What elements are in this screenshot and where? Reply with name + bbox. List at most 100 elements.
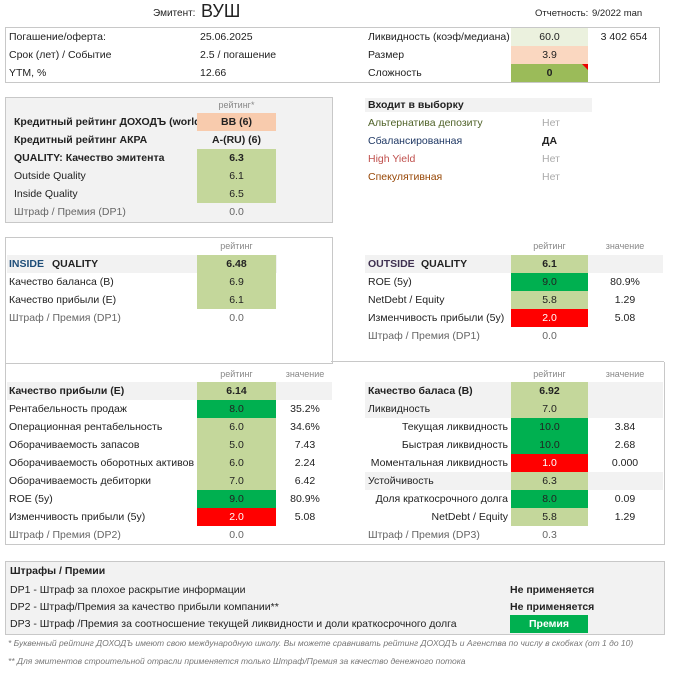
market-row: Размер 3.9 (368, 46, 658, 64)
rating-row: Inside Quality 6.5 (14, 185, 314, 203)
rating-label: Кредитный рейтинг ДОХОДЪ (world): (14, 116, 208, 128)
earnings-col-value: значение (285, 369, 325, 379)
market-row: Сложность 0 (368, 64, 658, 82)
penalty-label: DP1 - Штраф за плохое раскрытие информац… (10, 584, 246, 596)
earnings-extra: 34.6% (290, 421, 320, 433)
balance-row: Доля краткосрочного долга 8.0 0.09 (365, 490, 663, 508)
selection-value: ДА (542, 135, 558, 147)
inside-label: Качество прибыли (E) (9, 294, 117, 306)
balance-label: Быстрая ликвидность (401, 439, 508, 451)
earnings-extra: 6.42 (294, 475, 316, 487)
outside-label: Штраф / Премия (DP1) (368, 330, 480, 342)
balance-extra: 3.84 (614, 421, 636, 433)
outside-value: 9.0 (511, 273, 588, 291)
inside-title-a: INSIDE (9, 258, 45, 270)
earnings-score: 6.14 (197, 382, 276, 400)
earnings-value: 2.0 (197, 508, 276, 526)
rating-row: Штраф / Премия (DP1) 0.0 (14, 203, 314, 221)
earnings-label: Операционная рентабельность (9, 421, 163, 433)
selection-row: High Yield Нет (368, 150, 598, 168)
bond-value: 12.66 (200, 67, 227, 79)
balance-row: Текущая ликвидность 10.0 3.84 (365, 418, 663, 436)
balance-extra: 1.29 (614, 511, 636, 523)
balance-value: 8.0 (511, 490, 588, 508)
balance-label: Ликвидность (368, 403, 431, 415)
inside-score: 6.48 (197, 255, 276, 273)
earnings-extra: 35.2% (290, 403, 320, 415)
rating-label: QUALITY: Качество эмитента (14, 152, 165, 164)
balance-extra: 0.000 (611, 457, 639, 469)
report-value: 9/2022 man (592, 8, 643, 19)
outside-row: Штраф / Премия (DP1) 0.0 (368, 327, 663, 345)
inside-value: 0.0 (229, 312, 244, 324)
selection-value: Нет (542, 117, 560, 129)
earnings-label: Изменчивость прибыли (5y) (9, 511, 146, 523)
outside-col-value: значение (605, 241, 645, 251)
balance-value: 1.0 (511, 454, 588, 472)
market-extra: 3 402 654 (600, 31, 648, 43)
issuer-name: ВУШ (201, 1, 241, 21)
outside-title-row: OUTSIDE QUALITY 6.1 (365, 255, 663, 273)
penalty-row: DP1 - Штраф за плохое раскрытие информац… (10, 581, 660, 599)
market-row: Ликвидность (коэф/медиана) 60.0 3 402 65… (368, 28, 658, 46)
penalty-label: DP3 - Штраф /Премия за соотносшение теку… (10, 618, 457, 630)
selection-label: Альтернатива депозиту (368, 117, 483, 129)
earnings-row: Штраф / Премия (DP2) 0.0 (9, 526, 334, 544)
earnings-row: Изменчивость прибыли (5y) 2.0 5.08 (9, 508, 334, 526)
earnings-row: Рентабельность продаж 8.0 35.2% (9, 400, 334, 418)
balance-value: 7.0 (511, 400, 588, 418)
earnings-title-row: Качество прибыли (E) 6.14 (7, 382, 332, 400)
rating-value: 6.3 (197, 149, 276, 167)
outside-extra: 80.9% (610, 276, 640, 288)
earnings-extra: 7.43 (294, 439, 316, 451)
rating-label: Кредитный рейтинг АКРА (14, 134, 148, 146)
rating-value: 0.0 (229, 206, 244, 218)
earnings-label: Оборачиваемость дебиторки (9, 475, 152, 487)
footnote: * Буквенный рейтинг ДОХОДЪ имеют свою ме… (8, 638, 634, 648)
balance-row: Быстрая ликвидность 10.0 2.68 (365, 436, 663, 454)
outside-label: Изменчивость прибыли (5y) (368, 312, 505, 324)
rating-label: Outside Quality (14, 170, 86, 182)
comment-marker-icon[interactable] (582, 64, 588, 70)
selection-row: Сбалансированная ДА (368, 132, 598, 150)
rating-value: BB (6) (197, 113, 276, 131)
inside-col-rating: рейтинг (220, 241, 253, 251)
balance-extra: 2.68 (614, 439, 636, 451)
balance-label: Устойчивость (368, 475, 434, 487)
outside-value: 0.0 (542, 330, 557, 342)
footnote: ** Для эмитентов строительной отрасли пр… (8, 656, 466, 666)
earnings-label: ROE (5y) (9, 493, 53, 505)
inside-row: Штраф / Премия (DP1) 0.0 (9, 309, 279, 327)
penalty-label: DP2 - Штраф/Премия за качество прибыли к… (10, 601, 279, 613)
earnings-row: Оборачиваемость оборотных активов 6.0 2.24 (9, 454, 334, 472)
penalty-row: DP3 - Штраф /Премия за соотносшение теку… (10, 615, 660, 633)
report-label: Отчетность: (535, 8, 589, 19)
penalty-value: Не применяется (510, 601, 595, 613)
bond-label: YTM, % (9, 67, 47, 79)
earnings-value: 9.0 (197, 490, 276, 508)
inside-title-row: INSIDE QUALITY 6.48 (7, 255, 277, 273)
bond-row: Срок (лет) / Событие 2.5 / погашение (9, 46, 339, 64)
outside-value: 2.0 (511, 309, 588, 327)
inside-quality-box (5, 237, 333, 364)
earnings-value: 7.0 (197, 472, 276, 490)
selection-row: Альтернатива депозиту Нет (368, 114, 598, 132)
penalties-title: Штрафы / Премии (10, 565, 106, 577)
bond-row: YTM, % 12.66 (9, 64, 339, 82)
selection-value: Нет (542, 153, 560, 165)
rating-value: 6.5 (197, 185, 276, 203)
balance-label: Штраф / Премия (DP3) (368, 529, 480, 541)
outside-title-b: QUALITY (421, 258, 468, 270)
inside-title-b: QUALITY (52, 258, 99, 270)
balance-value: 0.3 (542, 529, 557, 541)
balance-label: Текущая ликвидность (401, 421, 508, 433)
rating-value: 6.1 (197, 167, 276, 185)
earnings-extra: 80.9% (290, 493, 320, 505)
outside-row: ROE (5y) 9.0 80.9% (368, 273, 663, 291)
balance-extra (590, 526, 660, 544)
earnings-extra: 2.24 (294, 457, 316, 469)
earnings-title: Качество прибыли (E) (9, 385, 125, 397)
balance-label: NetDebt / Equity (431, 511, 508, 523)
outside-row: NetDebt / Equity 5.8 1.29 (368, 291, 663, 309)
